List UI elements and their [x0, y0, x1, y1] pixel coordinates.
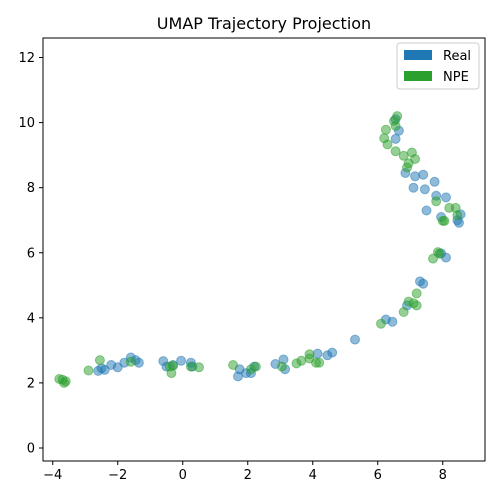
x-tick-label: 6: [374, 468, 382, 483]
point-npe-21: [314, 357, 325, 368]
point-npe-22: [376, 318, 386, 329]
y-tick-label: 12: [18, 51, 35, 66]
legend: Real NPE: [396, 42, 480, 90]
legend-swatch-real: [404, 50, 432, 60]
x-tick-label: 4: [309, 468, 317, 483]
point-real-8: [133, 357, 144, 368]
point-real-38: [408, 182, 419, 193]
legend-label-real: Real: [443, 49, 471, 64]
point-npe-48: [452, 210, 463, 221]
point-npe-9: [168, 360, 178, 371]
point-npe-3: [60, 376, 71, 387]
x-tick-label: 8: [439, 468, 447, 483]
point-npe-5: [94, 355, 105, 366]
point-real-28: [387, 316, 398, 327]
point-real-26: [350, 334, 360, 345]
point-npe-15: [276, 361, 287, 372]
point-npe-33: [382, 139, 393, 150]
point-real-41: [419, 184, 430, 195]
y-tick-label: 4: [27, 311, 35, 326]
point-real-34: [390, 133, 401, 144]
legend-swatch-npe: [404, 71, 432, 81]
point-real-46: [441, 192, 451, 203]
point-real-44: [421, 205, 432, 216]
point-real-42: [429, 176, 440, 187]
point-npe-37: [390, 146, 401, 157]
point-real-2: [99, 364, 110, 375]
point-real-40: [418, 169, 429, 180]
point-npe-36: [392, 111, 403, 122]
legend-label-npe: NPE: [443, 70, 469, 85]
point-npe-32: [380, 124, 391, 135]
point-real-31: [418, 278, 429, 289]
chart-title: UMAP Trajectory Projection: [157, 14, 371, 33]
x-tick-label: 0: [179, 468, 187, 483]
point-real-25: [327, 347, 338, 358]
y-tick-label: 2: [27, 376, 35, 391]
point-npe-6: [125, 356, 136, 367]
point-npe-4: [83, 365, 94, 376]
x-tick-label: −2: [108, 468, 127, 483]
points-layer: [54, 111, 466, 388]
point-npe-45: [439, 215, 450, 226]
point-npe-27: [411, 300, 422, 311]
point-npe-26: [411, 288, 422, 299]
point-npe-11: [194, 362, 204, 373]
y-tick-label: 10: [18, 116, 35, 131]
y-tick-label: 6: [27, 246, 35, 261]
point-real-39: [410, 171, 421, 182]
point-real-12: [176, 355, 187, 366]
point-npe-23: [398, 307, 409, 317]
point-npe-30: [434, 248, 445, 259]
point-npe-28: [428, 253, 438, 264]
ticks-layer: −4 −2 0 2 4 6 8 0 2 4 6 8 10 12: [18, 51, 446, 483]
point-npe-42: [410, 154, 421, 164]
point-npe-17: [296, 355, 307, 366]
plot-frame: [42, 37, 486, 462]
point-npe-43: [431, 196, 442, 207]
x-tick-label: 2: [244, 468, 252, 483]
y-tick-label: 0: [27, 441, 35, 456]
y-tick-label: 8: [27, 181, 35, 196]
point-npe-12: [228, 360, 239, 370]
x-tick-label: −4: [43, 468, 62, 483]
point-npe-14: [250, 361, 261, 372]
point-npe-35: [390, 120, 401, 131]
